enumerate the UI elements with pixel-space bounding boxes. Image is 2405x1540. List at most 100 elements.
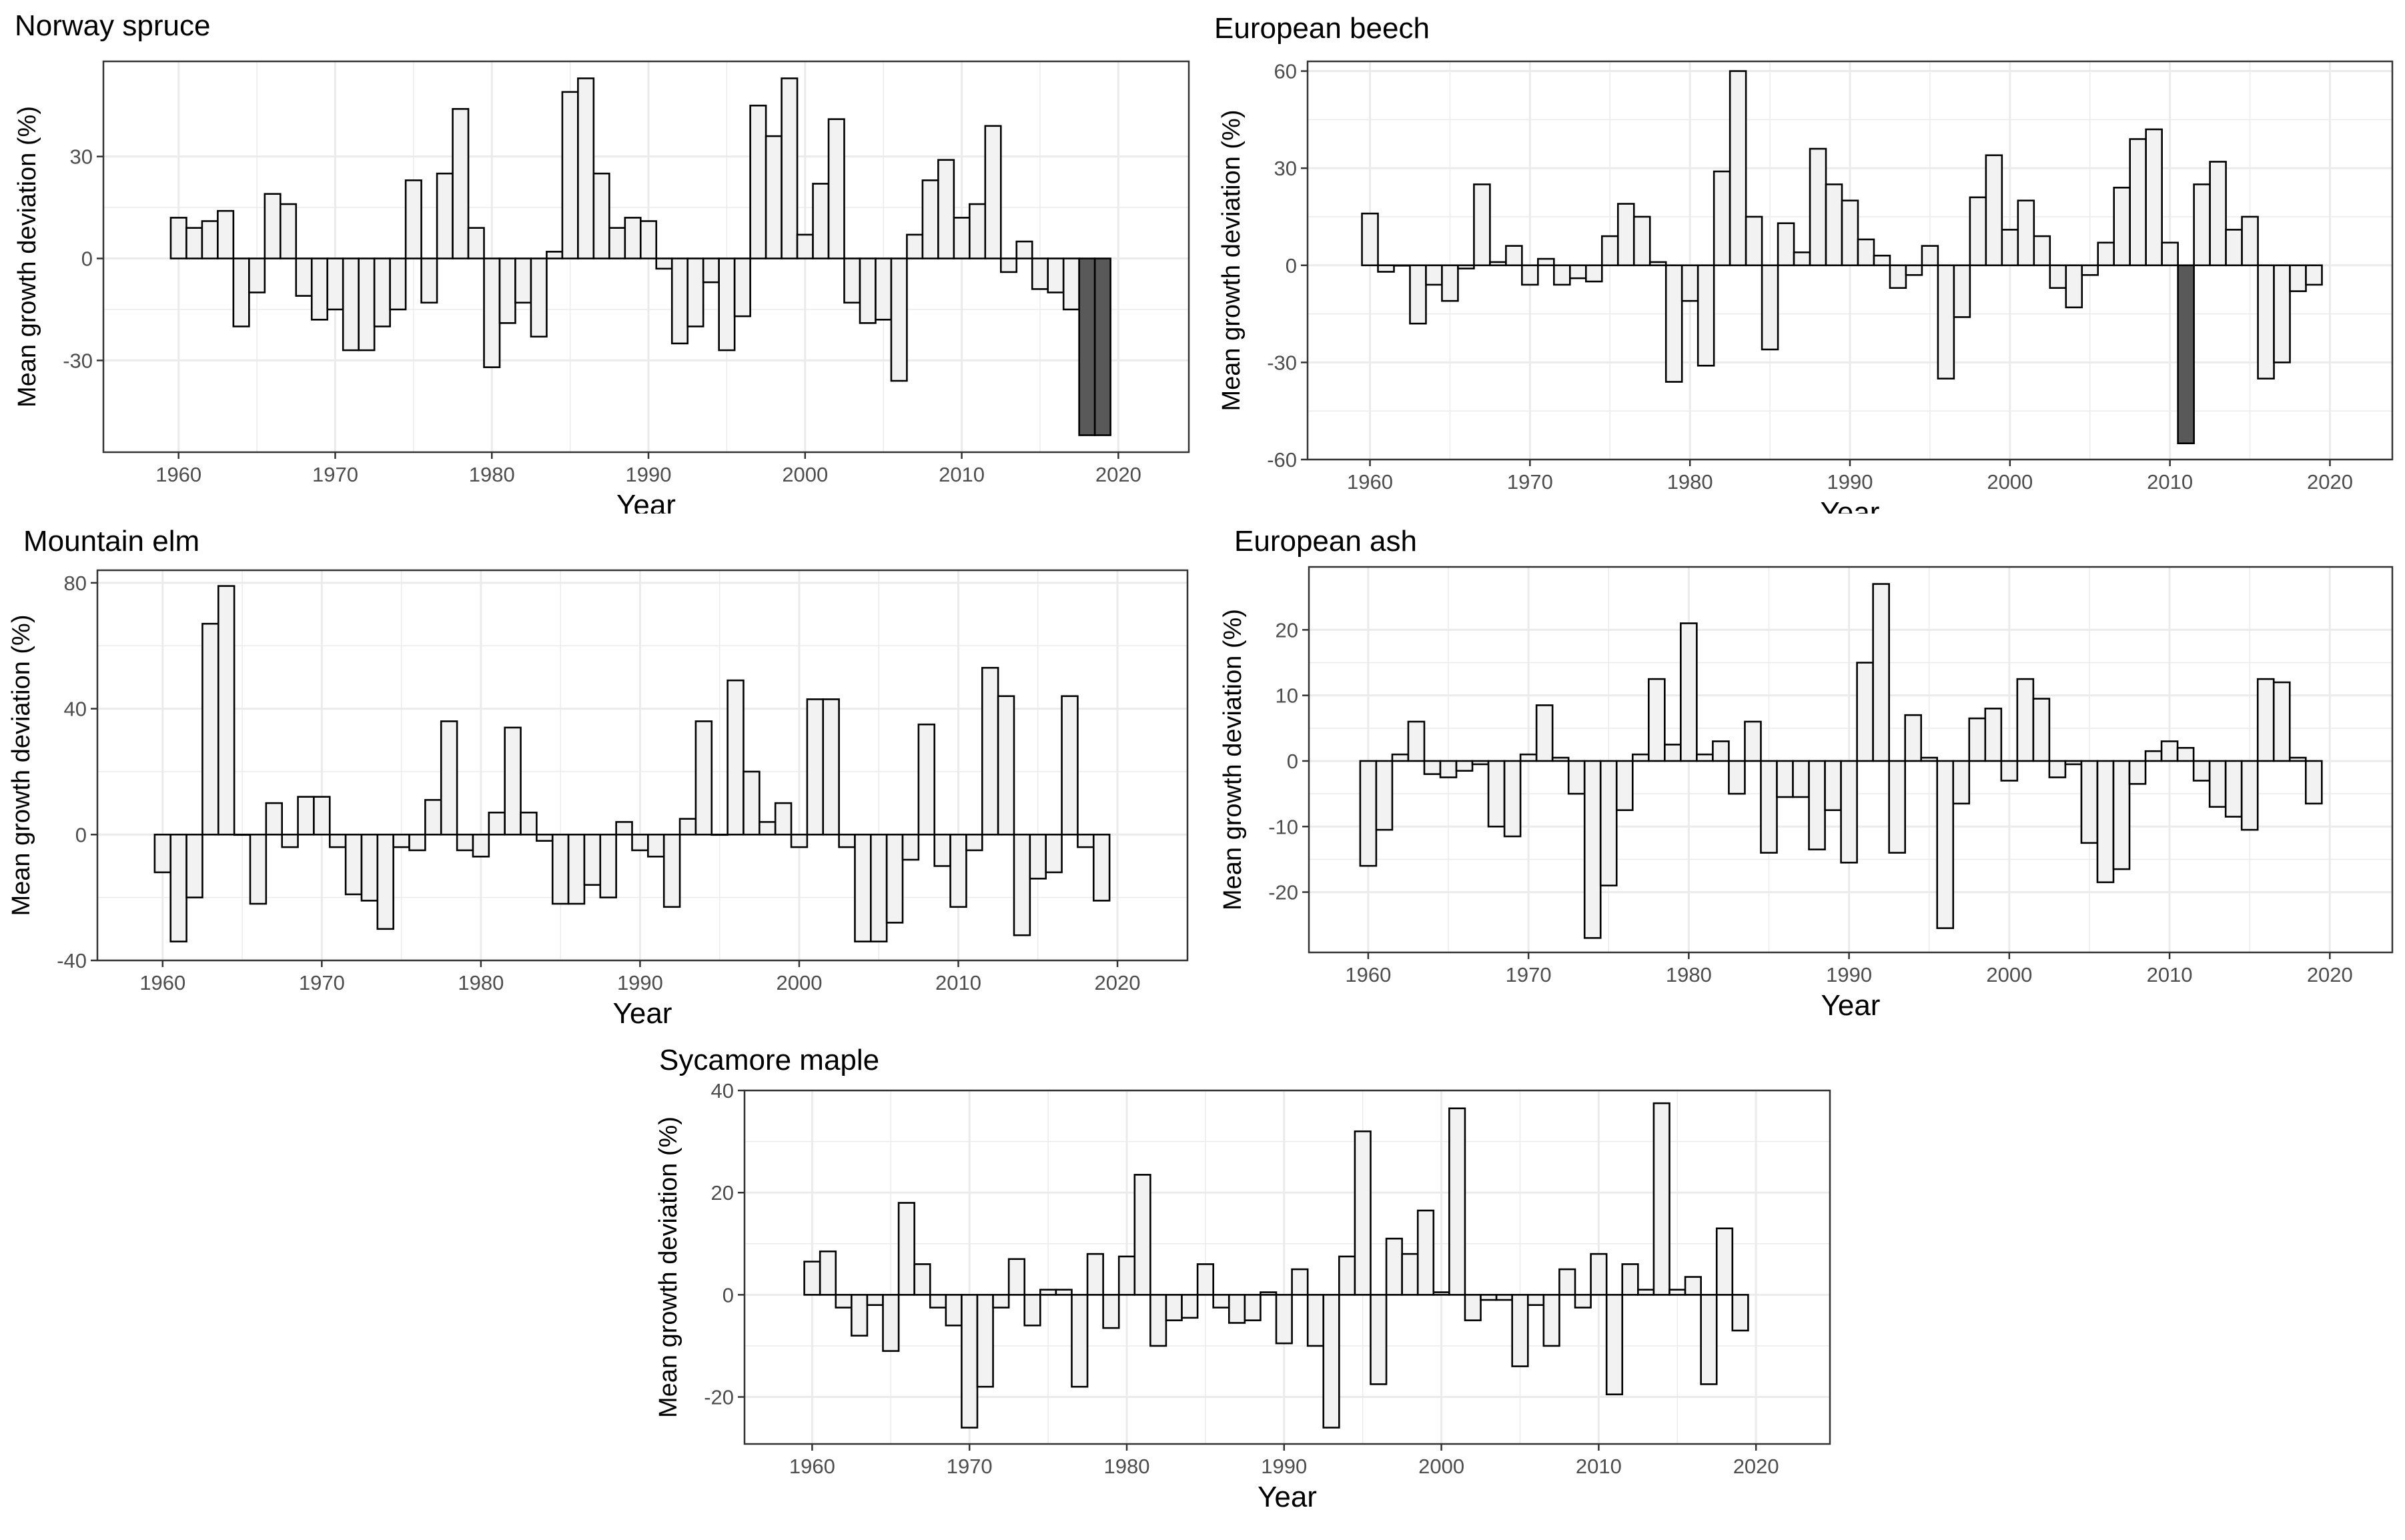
bar-2017 <box>2272 681 2291 762</box>
x-tick-label: 1970 <box>1507 470 1553 494</box>
bar-2000 <box>2001 229 2019 267</box>
chart-title: European beech <box>1214 12 1430 45</box>
chart-panel-mountain-elm: Mountain elm 1960 1970 1980 1990 2000 2010 202… <box>0 517 1201 1044</box>
axes: 1960 1970 1980 1990 2000 2010 2020 -60 -30 0 30 60 <box>1267 60 2353 494</box>
bar-1967 <box>1471 760 1490 766</box>
bar-1962 <box>835 1294 853 1309</box>
bar-1980 <box>1680 622 1698 762</box>
y-tick-label: 20 <box>1276 618 1298 642</box>
bar-1984 <box>1745 215 1763 267</box>
bar-2015 <box>1031 257 1049 290</box>
x-tick-label: 1990 <box>1826 963 1872 986</box>
bar-1973 <box>360 833 379 902</box>
bar-1978 <box>1648 678 1666 762</box>
bar-1967 <box>279 203 298 259</box>
bar-1988 <box>608 227 626 259</box>
bar-1960 <box>169 217 187 259</box>
bar-1960 <box>153 833 172 874</box>
bar-1999 <box>781 77 799 259</box>
bar-2013 <box>997 695 1015 836</box>
bar-1980 <box>472 833 490 858</box>
bar-1977 <box>1631 753 1650 762</box>
x-tick-label: 2020 <box>1733 1455 1779 1478</box>
bar-1989 <box>615 821 633 836</box>
y-axis-title: Mean growth deviation (%) <box>1218 110 1246 412</box>
bar-1986 <box>1777 222 1795 267</box>
bar-2008 <box>917 723 936 836</box>
bar-2004 <box>859 257 877 324</box>
bar-2006 <box>2097 241 2115 267</box>
x-tick-label: 1970 <box>312 463 358 486</box>
bar-1979 <box>1664 264 1683 383</box>
bar-2011 <box>965 833 983 852</box>
chart-panel-european-beech: European beech 1960 1970 1980 1990 2000 2010 2… <box>1201 0 2405 514</box>
y-tick-label: -30 <box>63 349 93 372</box>
bar-1962 <box>1391 753 1410 762</box>
bar-1976 <box>1616 203 1635 267</box>
bar-1997 <box>743 770 761 836</box>
bar-1973 <box>373 257 391 327</box>
bar-2010 <box>2160 740 2179 762</box>
y-tick-label: 0 <box>1287 750 1298 773</box>
bar-1982 <box>504 726 522 836</box>
bar-2018 <box>2288 756 2307 762</box>
bar-2017 <box>1700 1294 1718 1385</box>
y-tick-label: 20 <box>711 1181 734 1205</box>
bar-1997 <box>1385 1237 1403 1296</box>
bar-2013 <box>999 257 1018 273</box>
bar-1976 <box>420 257 438 304</box>
bar-1975 <box>1600 235 1619 267</box>
bar-1975 <box>1599 760 1618 887</box>
bar-1999 <box>1416 1209 1435 1296</box>
bar-1969 <box>310 257 329 321</box>
bar-1995 <box>710 833 729 836</box>
bar-1990 <box>1840 760 1858 864</box>
axes: 1960 1970 1980 1990 2000 2010 2020 -40 0 40 80 <box>57 572 1140 994</box>
bar-1962 <box>201 220 219 259</box>
bar-2000 <box>2000 760 2019 782</box>
bar-1970 <box>313 796 331 836</box>
bar-1979 <box>467 227 485 259</box>
bar-chart: 1960 1970 1980 1990 2000 2010 2020 -60 -30 0 30 60 Y… <box>1218 60 2394 514</box>
bar-1970 <box>1519 753 1538 762</box>
bar-1975 <box>392 833 410 848</box>
bar-1981 <box>1133 1174 1151 1296</box>
bar-1983 <box>520 811 538 836</box>
bar-2001 <box>2017 199 2035 267</box>
bar-1974 <box>1584 264 1603 283</box>
bar-2002 <box>1464 1294 1482 1321</box>
bar-1999 <box>1985 154 2003 267</box>
y-tick-label: 40 <box>711 1079 734 1102</box>
bar-1998 <box>1969 196 1987 267</box>
bar-1982 <box>514 257 532 304</box>
bar-1987 <box>1793 251 1811 267</box>
bar-1964 <box>1423 760 1442 775</box>
bar-1970 <box>961 1294 979 1429</box>
bar-2009 <box>1574 1294 1592 1309</box>
bar-2001 <box>1448 1107 1466 1296</box>
x-tick-label: 1980 <box>469 463 515 486</box>
y-tick-label: 80 <box>64 572 87 595</box>
bar-1971 <box>1537 257 1555 267</box>
bar-1989 <box>624 217 642 259</box>
bar-1972 <box>1553 264 1571 286</box>
y-tick-label: 60 <box>1274 60 1297 83</box>
bar-2002 <box>2033 235 2051 267</box>
bar-2005 <box>2080 760 2099 844</box>
bar-2018 <box>1077 833 1095 848</box>
bar-2011 <box>1605 1294 1624 1396</box>
x-tick-label: 2000 <box>1986 963 2032 986</box>
bar-2002 <box>2032 698 2051 762</box>
bar-1969 <box>945 1294 963 1327</box>
bar-1994 <box>1338 1255 1356 1296</box>
y-tick-label: 30 <box>70 145 93 169</box>
bar-1979 <box>1664 744 1682 762</box>
bar-2015 <box>2241 215 2259 267</box>
x-tick-label: 2000 <box>776 971 822 994</box>
bar-1971 <box>976 1294 994 1388</box>
bar-2014 <box>2224 760 2243 818</box>
bar-1995 <box>1921 245 1939 267</box>
bar-2018 <box>1715 1227 1734 1296</box>
bar-1969 <box>1505 245 1523 267</box>
bar-1965 <box>1441 264 1459 302</box>
